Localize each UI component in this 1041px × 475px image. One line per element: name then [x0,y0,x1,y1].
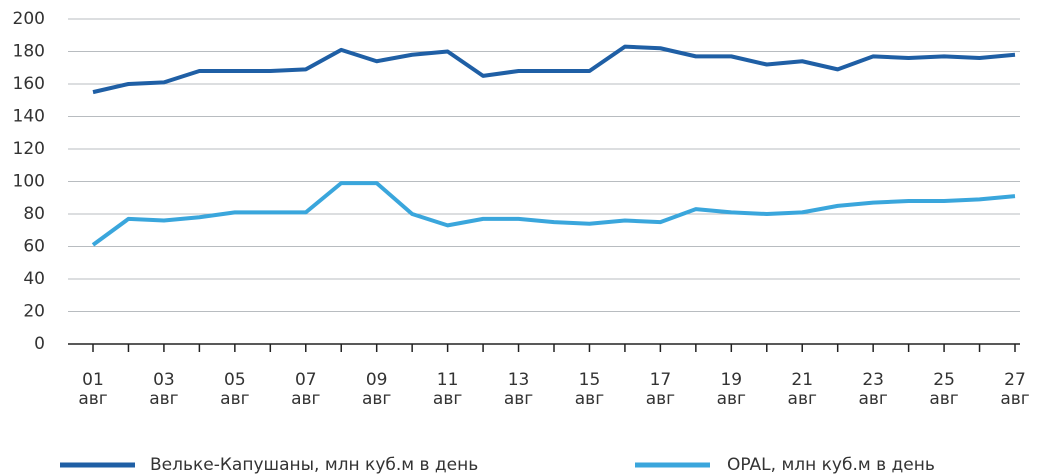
x-tick-label: 25 авг [929,370,958,409]
legend-label: Вельке-Капушаны, млн куб.м в день [150,455,478,475]
x-tick-label: 19 авг [717,370,746,409]
y-tick-label: 200 [13,9,45,29]
y-tick-label: 180 [13,42,45,62]
x-tick-label: 09 авг [362,370,391,409]
y-tick-label: 120 [13,139,45,159]
y-tick-label: 20 [23,302,45,322]
y-tick-label: 140 [13,107,45,127]
series-line [92,44,1016,95]
y-tick-label: 100 [13,172,45,192]
x-tick-label: 07 авг [291,370,320,409]
x-tick-label: 23 авг [858,370,887,409]
x-tick-label: 01 авг [78,370,107,409]
series-line [91,181,1016,247]
x-tick-label: 13 авг [504,370,533,409]
y-tick-label: 40 [23,269,45,289]
x-tick-label: 27 авг [1000,370,1029,409]
y-tick-label: 160 [13,74,45,94]
x-tick-label: 21 авг [788,370,817,409]
x-tick-label: 03 авг [149,370,178,409]
x-tick-label: 15 авг [575,370,604,409]
y-tick-label: 0 [34,334,45,354]
y-tick-label: 60 [23,237,45,257]
x-tick-label: 11 авг [433,370,462,409]
legend-label: OPAL, млн куб.м в день [727,455,935,475]
x-tick-label: 05 авг [220,370,249,409]
x-tick-label: 17 авг [646,370,675,409]
y-tick-label: 80 [23,204,45,224]
